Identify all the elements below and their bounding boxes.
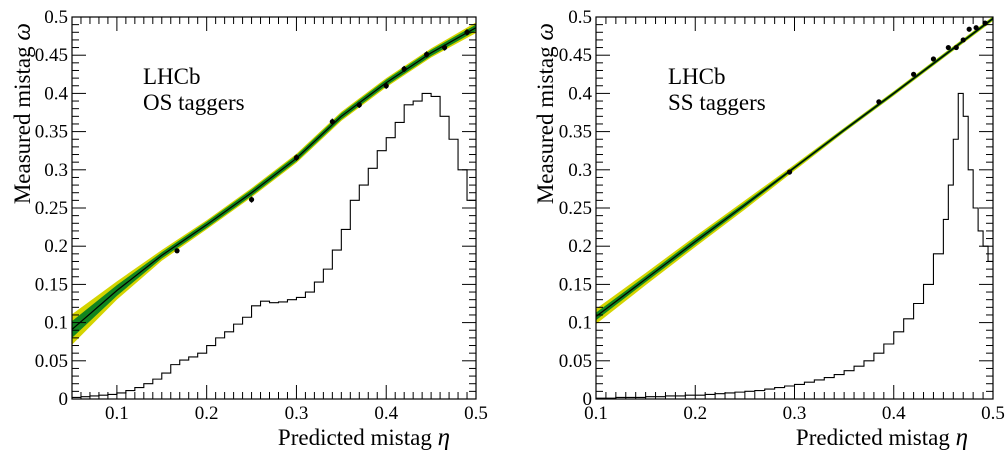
y-tick-label: 0.05 <box>559 351 592 372</box>
x-tick-label: 0.5 <box>981 403 1005 424</box>
calibration-curve <box>72 27 476 330</box>
data-point <box>953 44 959 51</box>
y-tick-label: 0 <box>59 389 69 410</box>
y-tick-label: 0.45 <box>559 45 592 66</box>
x-tick-label: 0.1 <box>105 403 129 424</box>
x-axis-title: Predicted mistag η <box>796 424 968 450</box>
x-axis-title-text: Predicted mistag <box>796 425 956 450</box>
y-tick-label: 0.1 <box>44 313 68 334</box>
data-point <box>174 248 180 254</box>
x-tick-label: 0.2 <box>683 403 707 424</box>
data-point <box>876 99 882 105</box>
chart-panel-right: 0 0.05 0.1 0.15 0.2 0.25 0.3 0.35 0.4 0.45 0.5 0.1 0… <box>532 7 1005 450</box>
y-tick-label: 0.45 <box>35 45 68 66</box>
x-tick-label: 0.4 <box>374 403 398 424</box>
y-tick-label: 0.3 <box>568 160 592 181</box>
data-point <box>911 71 917 77</box>
y-tick-label: 0.4 <box>44 83 68 104</box>
y-tick-label: 0.15 <box>35 274 68 295</box>
y-tick-label: 0.1 <box>568 313 592 334</box>
data-point <box>966 26 972 32</box>
chart-annotation-line: SS taggers <box>668 90 766 115</box>
y-tick-label: 0.5 <box>44 7 68 28</box>
x-tick-label: 0.4 <box>882 403 906 424</box>
y-axis-symbol: ω <box>532 23 559 41</box>
y-tick-label: 0.35 <box>35 122 68 143</box>
x-tick-label: 0.3 <box>285 403 309 424</box>
calibration-band-outer <box>72 22 476 345</box>
data-point <box>464 29 470 35</box>
data-point <box>973 25 979 31</box>
calibration-band-inner <box>72 24 476 338</box>
calibration-curve <box>596 18 993 317</box>
y-axis-title-text: Measured mistag <box>10 41 35 205</box>
data-point <box>960 37 966 43</box>
y-tick-label: 0 <box>583 389 593 410</box>
x-tick-label: 0.3 <box>783 403 807 424</box>
data-point <box>441 44 448 51</box>
data-point <box>424 51 430 58</box>
y-tick-label: 0.25 <box>35 198 68 219</box>
y-tick-label: 0.4 <box>568 83 592 104</box>
x-axis-symbol: η <box>438 424 450 450</box>
y-axis-title-text: Measured mistag <box>533 41 558 205</box>
y-axis-title: Measured mistag ω <box>532 23 559 204</box>
x-tick-label: 0.5 <box>464 403 488 424</box>
data-point <box>401 66 407 72</box>
data-point <box>293 154 300 161</box>
data-point <box>786 169 793 175</box>
data-point <box>329 119 335 125</box>
y-tick-label: 0.2 <box>44 236 68 257</box>
chart-panel-left: 0 0.05 0.1 0.15 0.2 0.25 0.3 0.35 0.4 0.45 0.5 0.1 0… <box>9 7 488 450</box>
data-point <box>945 44 951 51</box>
chart-annotation-line: OS taggers <box>143 90 245 115</box>
y-tick-label: 0.5 <box>568 7 592 28</box>
data-point <box>383 83 389 89</box>
x-tick-label: 0.1 <box>584 403 608 424</box>
eta-distribution-histogram <box>596 92 993 399</box>
plot-frame <box>595 16 994 400</box>
chart-annotation-line: LHCb <box>143 64 201 89</box>
chart-annotation-line: LHCb <box>668 64 726 89</box>
y-tick-label: 0.3 <box>44 160 68 181</box>
x-tick-label: 0.2 <box>195 403 219 424</box>
data-point <box>930 56 937 62</box>
y-tick-label: 0.35 <box>559 122 592 143</box>
eta-distribution-histogram <box>72 92 476 399</box>
y-tick-label: 0.25 <box>559 198 592 219</box>
y-axis-symbol: ω <box>9 23 36 41</box>
y-tick-label: 0.2 <box>568 236 592 257</box>
x-axis-symbol: η <box>956 424 968 450</box>
y-tick-label: 0.15 <box>559 274 592 295</box>
data-point <box>356 102 362 108</box>
data-point <box>248 196 255 203</box>
y-axis-title: Measured mistag ω <box>9 23 36 204</box>
plot-frame <box>71 16 477 400</box>
x-axis-title-text: Predicted mistag <box>278 425 438 450</box>
y-tick-label: 0.05 <box>35 351 68 372</box>
x-axis-title: Predicted mistag η <box>278 424 450 450</box>
